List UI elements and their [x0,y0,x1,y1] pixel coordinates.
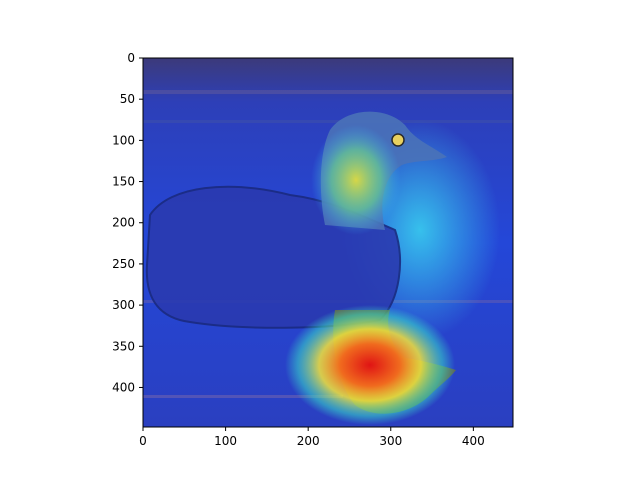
y-tick-label: 0 [127,51,135,65]
y-tick-label: 400 [112,380,135,394]
bird-eye [391,133,405,147]
y-tick-label: 300 [112,298,135,312]
y-axis: 0 50 100 150 200 250 300 350 400 [112,51,143,394]
y-tick-label: 150 [112,175,135,189]
x-tick-label: 200 [297,434,320,448]
y-tick-label: 200 [112,216,135,230]
y-tick-label: 50 [120,92,135,106]
y-tick-label: 350 [112,339,135,353]
x-tick-label: 300 [379,434,402,448]
reflection-heat [285,305,455,425]
y-tick-label: 250 [112,257,135,271]
x-tick-label: 0 [139,434,147,448]
axes-frame [142,57,514,428]
y-tick-label: 100 [112,133,135,147]
head-heat [311,125,401,235]
x-tick-label: 100 [214,434,237,448]
x-axis: 0 100 200 300 400 [139,427,485,448]
x-tick-label: 400 [462,434,485,448]
heatmap-image [143,58,513,427]
